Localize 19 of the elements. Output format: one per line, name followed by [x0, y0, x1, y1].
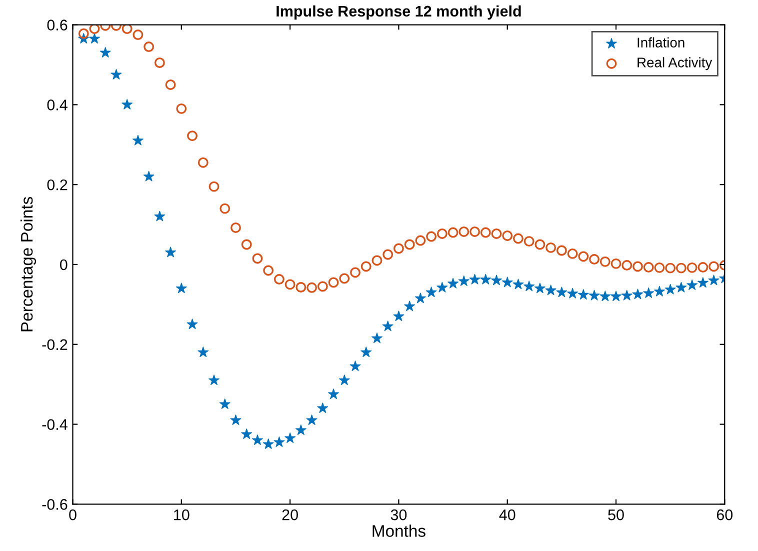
x-tick-label: 10: [174, 509, 190, 520]
x-tick-label: 20: [282, 509, 298, 520]
y-tick-label: -0.4: [42, 419, 68, 430]
y-tick-label: 0.6: [47, 20, 68, 30]
y-tick-label: -0.6: [42, 499, 68, 510]
x-tick-label: 50: [608, 509, 624, 520]
x-tick-label: 60: [716, 509, 733, 520]
y-tick-label: 0.2: [47, 179, 68, 190]
y-axis-title: Percentage Points: [20, 196, 36, 332]
chart-title: Impulse Response 12 month yield: [276, 5, 521, 20]
x-tick-label: 40: [499, 509, 516, 520]
y-tick-label: 0.4: [47, 100, 68, 110]
x-axis-title: Months: [372, 524, 426, 537]
x-tick-label: 0: [69, 509, 76, 520]
y-tick-label: -0.2: [42, 339, 68, 350]
x-tick-label: 30: [390, 509, 407, 520]
legend-label: Inflation: [638, 37, 684, 48]
legend-label: Real Activity: [638, 57, 712, 70]
y-tick-label: 0: [60, 259, 68, 270]
